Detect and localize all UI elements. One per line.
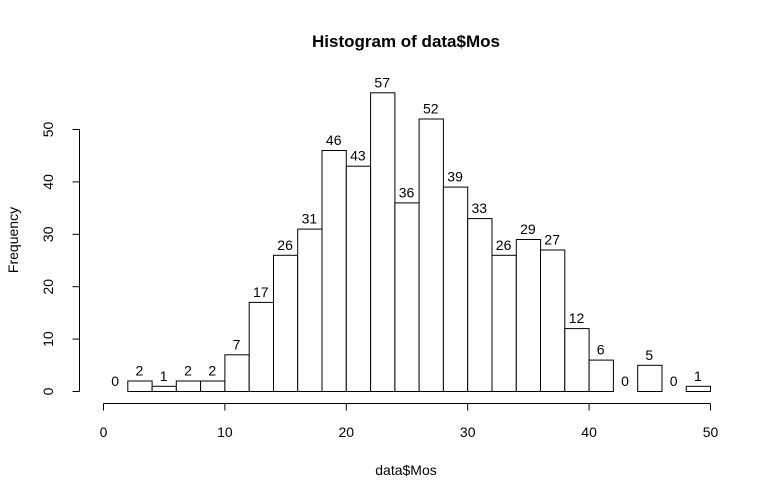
histogram-bar <box>442 186 469 392</box>
bar-value-label: 7 <box>233 336 241 352</box>
x-axis-label: data$Mos <box>375 462 436 478</box>
bar-value-label: 1 <box>694 368 702 384</box>
chart-title: Histogram of data$Mos <box>312 32 500 51</box>
histogram-bar <box>297 228 323 392</box>
histogram-bar <box>418 118 444 392</box>
histogram-bar <box>685 385 712 392</box>
bar-value-label: 2 <box>208 363 216 379</box>
x-tick-label: 20 <box>339 424 355 440</box>
histogram-bar <box>175 380 202 392</box>
histogram-bar <box>345 165 372 392</box>
histogram-bar <box>394 202 420 392</box>
bar-value-label: 0 <box>670 373 678 389</box>
histogram-bar <box>273 254 299 392</box>
bar-value-label: 27 <box>544 232 560 248</box>
y-tick-label: 20 <box>40 279 56 295</box>
bar-value-label: 0 <box>111 373 119 389</box>
histogram-bar <box>588 359 614 393</box>
x-tick-label: 40 <box>581 424 597 440</box>
bar-value-label: 26 <box>496 237 512 253</box>
x-tick-label: 10 <box>217 424 233 440</box>
bar-value-label: 5 <box>645 347 653 363</box>
bar-value-label: 52 <box>423 101 439 117</box>
histogram-bar <box>540 249 566 392</box>
histogram-bar <box>564 328 590 393</box>
histogram-bar <box>151 385 177 392</box>
bar-value-label: 33 <box>472 200 488 216</box>
bar-value-label: 2 <box>136 363 144 379</box>
bar-value-label: 0 <box>621 373 629 389</box>
y-tick-label: 0 <box>40 387 56 395</box>
y-axis: 0 10 20 30 40 50 <box>40 122 80 395</box>
histogram-bar <box>515 239 542 392</box>
y-axis-label: Frequency <box>5 207 21 273</box>
bar-value-label: 46 <box>326 132 342 148</box>
histogram-bar <box>321 150 347 392</box>
y-tick-label: 50 <box>40 122 56 138</box>
histogram-bar <box>637 364 663 392</box>
bar-value-label: 39 <box>447 169 463 185</box>
bar-value-label: 43 <box>350 148 366 164</box>
bar-value-label: 1 <box>160 368 168 384</box>
histogram-bar <box>248 301 274 392</box>
x-axis: 0 10 20 30 40 50 <box>100 403 719 440</box>
y-tick-label: 30 <box>40 226 56 242</box>
bar-value-label: 12 <box>569 310 585 326</box>
histogram-bar <box>127 380 153 392</box>
y-tick-label: 40 <box>40 174 56 190</box>
bar-value-label: 6 <box>597 342 605 358</box>
y-tick-label: 10 <box>40 331 56 347</box>
histogram-bar <box>467 218 493 392</box>
x-tick-label: 50 <box>703 424 719 440</box>
x-tick-label: 30 <box>460 424 476 440</box>
bar-value-label: 57 <box>374 74 390 90</box>
x-tick-label: 0 <box>100 424 108 440</box>
bar-value-label: 26 <box>277 237 293 253</box>
bar-value-label: 36 <box>399 184 415 200</box>
bar-value-label: 2 <box>184 363 192 379</box>
histogram-bar <box>491 254 517 392</box>
histogram-bar <box>200 380 226 392</box>
histogram-bar <box>224 354 250 392</box>
histogram-bar <box>370 92 396 393</box>
bar-value-label: 31 <box>302 211 318 227</box>
bar-value-label: 29 <box>520 221 536 237</box>
bar-value-label: 17 <box>253 284 269 300</box>
